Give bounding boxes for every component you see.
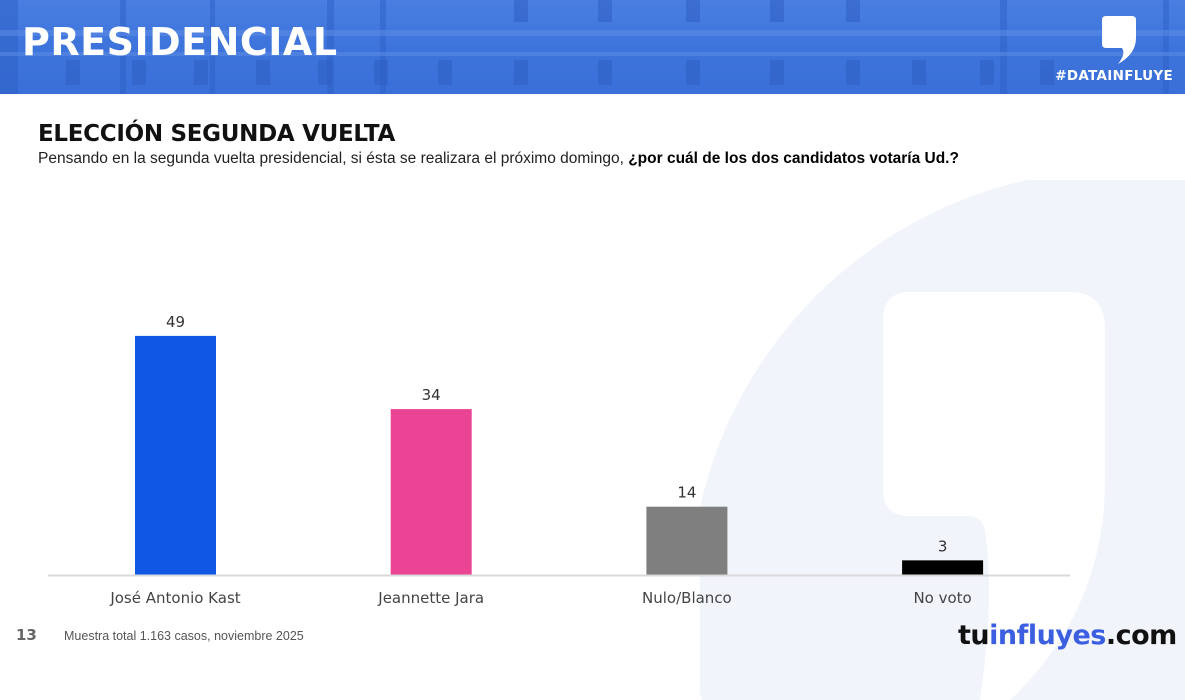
building-facade-background	[0, 0, 1185, 94]
category-label-1: Jeannette Jara	[377, 589, 484, 607]
comma-quote-icon	[1102, 16, 1136, 64]
comma-watermark-icon	[700, 180, 1185, 700]
section-title: ELECCIÓN SEGUNDA VUELTA	[38, 121, 396, 147]
category-label-0: José Antonio Kast	[109, 589, 240, 607]
brand-logo[interactable]: tuinfluyes.com	[958, 620, 1177, 651]
value-label-3: 3	[938, 537, 948, 555]
value-label-2: 14	[677, 484, 696, 502]
bar-3	[902, 560, 984, 575]
value-label-0: 49	[166, 313, 185, 331]
category-label-3: No voto	[913, 589, 971, 607]
bar-2	[646, 506, 728, 575]
brand-part-tu: tu	[958, 620, 990, 651]
bar-1	[390, 409, 472, 575]
question-emphasis: ¿por cuál de los dos candidatos votaría …	[628, 150, 959, 167]
sample-footnote: Muestra total 1.163 casos, noviembre 202…	[64, 629, 304, 643]
bars-group: 49 José Antonio Kast 34 Jeannette Jara 14 Nul…	[109, 313, 984, 607]
category-label-2: Nulo/Blanco	[642, 589, 732, 607]
hashtag-label: #DATAINFLUYE	[1055, 68, 1173, 84]
page-number: 13	[16, 626, 37, 644]
header-title: PRESIDENCIAL	[22, 20, 338, 64]
bar-0	[135, 335, 216, 575]
header-banner: PRESIDENCIAL #DATAINFLUYE	[0, 0, 1185, 94]
question-text: Pensando en la segunda vuelta presidenci…	[38, 150, 629, 167]
brand-part-influyes: influyes	[989, 620, 1106, 651]
bar-chart: 49 José Antonio Kast 34 Jeannette Jara 14 Nul…	[48, 313, 1070, 607]
value-label-1: 34	[422, 386, 441, 404]
survey-question: Pensando en la segunda vuelta presidenci…	[38, 150, 959, 168]
brand-part-com: .com	[1105, 620, 1177, 651]
